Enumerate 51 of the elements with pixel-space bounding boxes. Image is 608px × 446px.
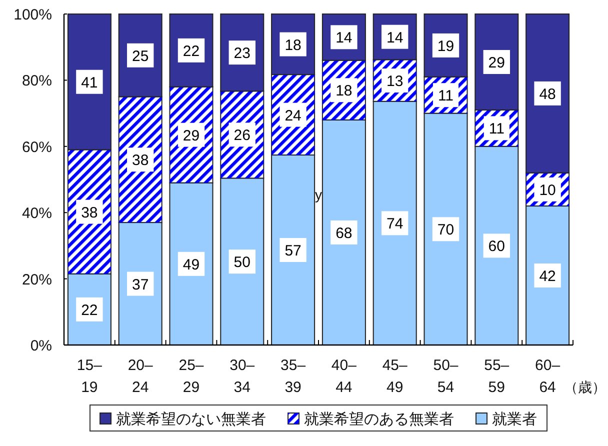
data-label: 14 — [386, 29, 404, 46]
data-label: 41 — [81, 74, 98, 92]
data-label: 38 — [132, 152, 149, 170]
data-label: 25 — [132, 48, 149, 65]
data-label: 57 — [284, 242, 302, 260]
data-label: 29 — [182, 127, 200, 144]
data-label: 18 — [336, 82, 352, 100]
data-label: 26 — [234, 127, 250, 144]
x-tick-label: 35– 39 — [280, 357, 306, 396]
legend-label: 就業者 — [492, 411, 537, 428]
data-label: 22 — [81, 302, 98, 319]
data-label: 22 — [182, 42, 200, 60]
x-tick-label: 45– 49 — [382, 357, 408, 396]
data-label: 29 — [488, 54, 505, 72]
data-label: 68 — [336, 224, 352, 242]
data-label: 11 — [488, 120, 504, 138]
note: y — [315, 186, 322, 202]
y-tick-label: 80% — [22, 72, 52, 90]
data-label: 11 — [438, 88, 454, 105]
legend-label: 就業希望のない無業者 — [116, 411, 266, 428]
data-label: 48 — [539, 86, 556, 103]
x-tick-label: 50– 54 — [433, 357, 459, 396]
x-tick-label: 30– 34 — [230, 357, 256, 396]
x-tick-label: 60– 64 — [535, 357, 561, 396]
data-label: 60 — [488, 238, 505, 256]
data-label: 13 — [386, 73, 404, 90]
legend-label: 就業希望のある無業者 — [304, 411, 454, 428]
data-label: 37 — [132, 276, 149, 294]
x-tick-label: 15– 19 — [76, 357, 103, 396]
x-tick-label: 25– 29 — [178, 357, 204, 396]
x-tick-label: 20– 24 — [128, 357, 154, 396]
data-label: 10 — [539, 182, 556, 199]
x-axis-title: （歳） — [564, 379, 606, 395]
data-label: 24 — [284, 107, 302, 124]
data-label: 14 — [336, 30, 352, 47]
data-label: 19 — [437, 38, 454, 55]
data-label: 18 — [284, 36, 302, 54]
data-label: 42 — [539, 268, 556, 285]
data-label: 74 — [386, 216, 404, 233]
data-label: 38 — [81, 204, 98, 222]
x-tick-label: 55– 59 — [484, 357, 510, 396]
x-tick-label: 40– 44 — [331, 357, 358, 396]
y-tick-label: 0% — [30, 338, 52, 354]
data-label: 70 — [437, 222, 454, 239]
y-tick-label: 100% — [14, 6, 52, 24]
y-tick-label: 40% — [22, 205, 52, 222]
data-label: 23 — [234, 45, 250, 62]
y-tick-label: 60% — [22, 138, 52, 156]
data-label: 49 — [182, 256, 200, 274]
data-label: 50 — [234, 254, 250, 272]
y-tick-label: 20% — [22, 271, 52, 288]
